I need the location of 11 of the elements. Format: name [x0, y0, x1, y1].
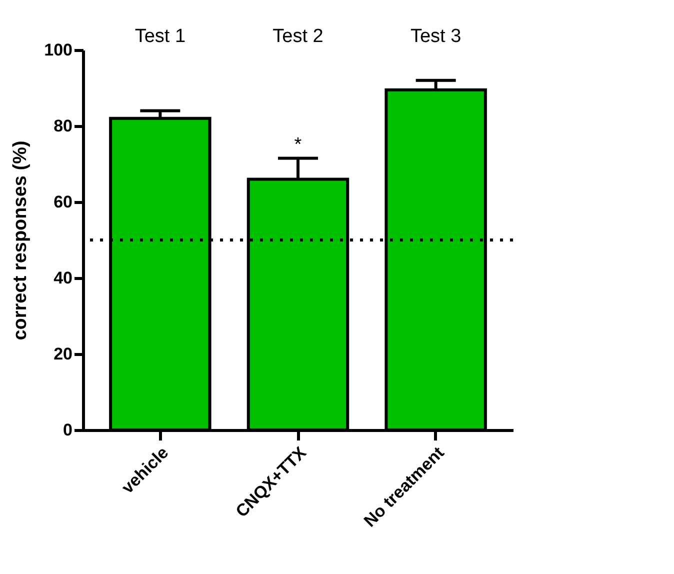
y-axis-title: correct responses (%) [10, 140, 32, 340]
y-tick-label: 100 [44, 40, 72, 60]
text: Test 1 [134, 26, 186, 47]
text: Test 3 [410, 26, 462, 47]
y-tick-label: 0 [63, 420, 72, 440]
y-tick-label: 80 [54, 116, 72, 136]
text: Test 2 [272, 26, 324, 47]
y-tick-label: 20 [54, 344, 72, 364]
annotation: * [294, 134, 302, 156]
y-tick-label: 40 [54, 268, 72, 288]
y-tick-label: 60 [54, 192, 72, 212]
